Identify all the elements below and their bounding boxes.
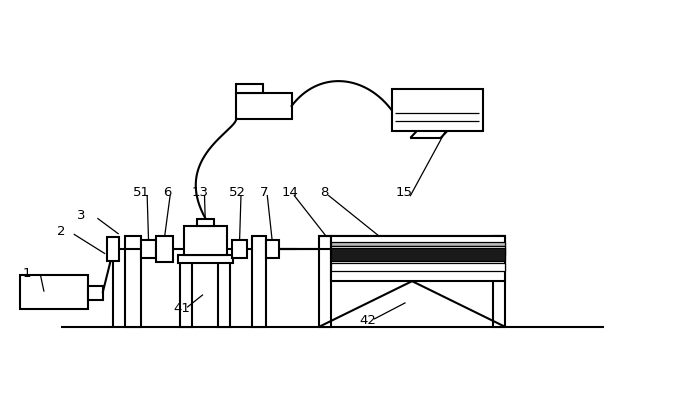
Text: 15: 15: [395, 186, 412, 198]
Bar: [232, 240, 247, 258]
Text: 41: 41: [174, 303, 190, 315]
Text: 8: 8: [320, 186, 328, 198]
Bar: [331, 246, 505, 255]
Bar: [331, 248, 505, 261]
Text: 13: 13: [192, 186, 209, 198]
Bar: [197, 219, 214, 226]
Bar: [331, 263, 505, 271]
Text: 51: 51: [133, 186, 151, 198]
Bar: [266, 240, 279, 258]
Bar: [107, 237, 119, 261]
Bar: [178, 255, 233, 263]
Text: 52: 52: [229, 186, 246, 198]
Bar: [180, 261, 192, 327]
Bar: [392, 89, 483, 131]
Bar: [493, 236, 505, 327]
Text: 3: 3: [77, 209, 85, 222]
Text: 14: 14: [282, 186, 298, 198]
Bar: [88, 286, 103, 300]
Bar: [184, 226, 227, 255]
Bar: [20, 275, 88, 309]
Bar: [236, 84, 263, 93]
Bar: [125, 236, 141, 327]
Text: 7: 7: [260, 186, 268, 198]
Bar: [319, 236, 331, 327]
Text: 1: 1: [23, 267, 31, 280]
Bar: [141, 240, 156, 258]
Bar: [236, 93, 292, 119]
Text: 42: 42: [359, 314, 377, 327]
Text: 6: 6: [163, 186, 171, 198]
Bar: [331, 242, 505, 246]
Text: 2: 2: [57, 225, 65, 238]
Bar: [218, 261, 230, 327]
Bar: [156, 236, 173, 262]
Bar: [252, 236, 266, 327]
Bar: [331, 236, 505, 281]
